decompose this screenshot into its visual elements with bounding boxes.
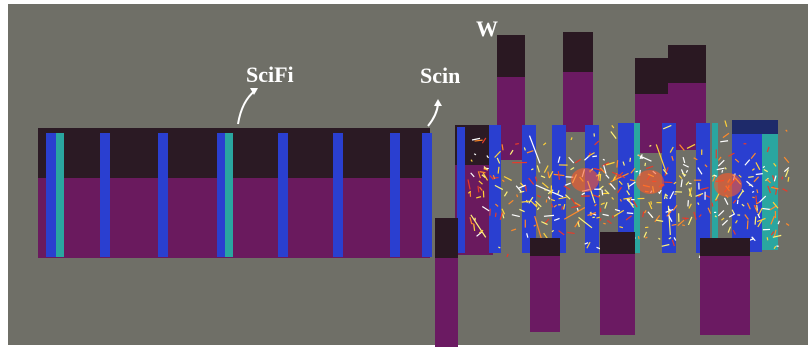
spark xyxy=(767,237,768,240)
plate xyxy=(552,125,566,253)
plate xyxy=(158,133,168,257)
spark xyxy=(712,203,713,207)
block-top xyxy=(497,35,525,77)
calorimeter-top xyxy=(38,128,430,178)
label-scifi: SciFi xyxy=(246,62,294,87)
spark xyxy=(748,177,753,178)
spark xyxy=(589,153,590,155)
spark xyxy=(645,163,646,166)
label-scin: Scin xyxy=(420,63,460,88)
plate xyxy=(390,133,400,257)
plate xyxy=(225,133,233,257)
detector-display: SciFi Scin W xyxy=(0,0,810,349)
spark xyxy=(722,170,723,173)
spark xyxy=(651,201,652,204)
spark xyxy=(630,158,631,162)
spark xyxy=(617,160,618,167)
spark xyxy=(757,205,758,210)
plate xyxy=(522,125,536,253)
spark xyxy=(592,156,597,157)
spark xyxy=(515,144,519,145)
block-top xyxy=(530,238,560,256)
plate-top xyxy=(732,120,778,134)
spark xyxy=(658,192,660,193)
spark xyxy=(752,191,754,192)
plate xyxy=(100,133,110,257)
block-top xyxy=(635,58,668,94)
block-top xyxy=(435,218,458,258)
plate xyxy=(46,133,56,257)
spark xyxy=(682,225,685,226)
spark xyxy=(562,206,563,209)
main-calorimeter xyxy=(38,128,432,258)
spark xyxy=(596,217,599,218)
spark xyxy=(649,145,651,146)
block-top xyxy=(700,238,750,256)
label-w: W xyxy=(476,16,498,41)
spark xyxy=(602,190,603,195)
plate xyxy=(333,133,343,257)
block-top xyxy=(563,32,593,72)
plate xyxy=(422,133,432,257)
plate xyxy=(489,125,501,253)
spark xyxy=(603,159,605,160)
block-top xyxy=(600,232,635,254)
plate xyxy=(278,133,288,257)
spark xyxy=(756,196,757,204)
spark xyxy=(552,204,553,208)
plate xyxy=(457,127,465,253)
spark xyxy=(638,236,639,239)
plate xyxy=(217,133,225,257)
spark xyxy=(788,177,789,182)
spark xyxy=(755,217,756,225)
plate xyxy=(662,123,676,253)
page: SciFi Scin W (() => { const data = JSON.… xyxy=(0,0,810,349)
spark xyxy=(600,174,601,181)
spark xyxy=(755,205,756,207)
shower-core xyxy=(714,173,742,197)
plate xyxy=(56,133,64,257)
spark xyxy=(495,213,496,217)
spark xyxy=(478,186,479,192)
spark xyxy=(484,169,487,170)
shower-core xyxy=(636,170,664,194)
spark xyxy=(498,167,499,174)
shower-core xyxy=(571,168,599,192)
spark xyxy=(603,223,605,224)
spark xyxy=(627,213,633,214)
block-top xyxy=(668,45,706,83)
spark xyxy=(747,220,748,229)
